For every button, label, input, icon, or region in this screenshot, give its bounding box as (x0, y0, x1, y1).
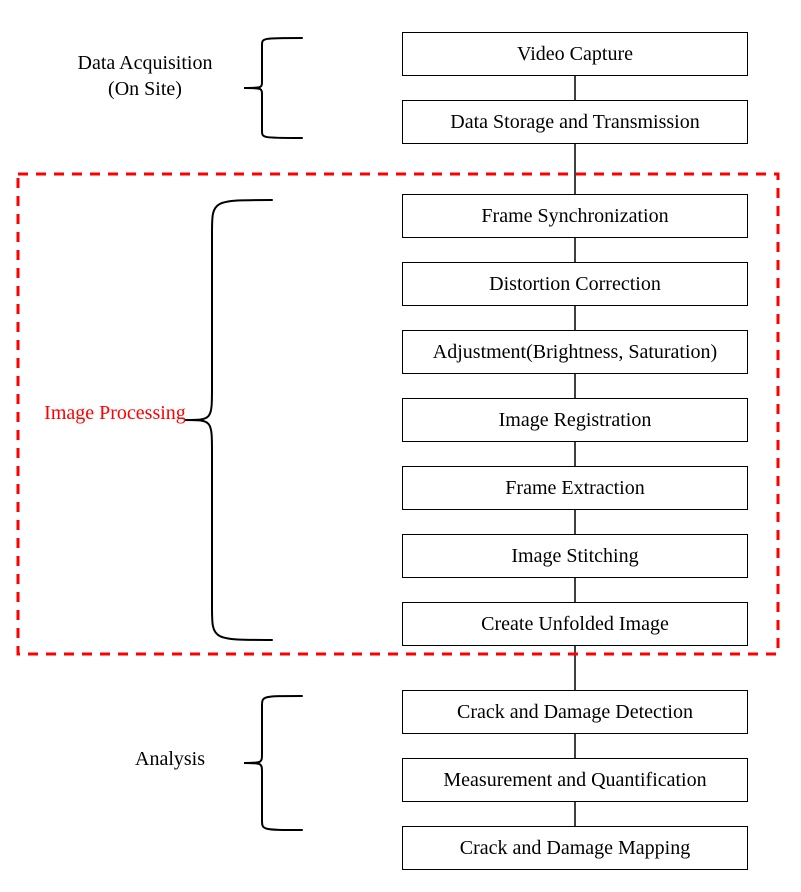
box-label: Image Stitching (511, 545, 638, 568)
box-stitching: Image Stitching (402, 534, 748, 578)
box-label: Data Storage and Transmission (450, 111, 699, 134)
label-line: Analysis (135, 748, 205, 770)
section-label-analysis: Analysis (120, 746, 220, 772)
box-label: Video Capture (517, 43, 633, 66)
box-label: Frame Synchronization (481, 205, 668, 228)
box-unfolded: Create Unfolded Image (402, 602, 748, 646)
box-distortion: Distortion Correction (402, 262, 748, 306)
brace-analysis (244, 696, 302, 830)
box-frame_sync: Frame Synchronization (402, 194, 748, 238)
box-label: Measurement and Quantification (443, 769, 706, 792)
box-detection: Crack and Damage Detection (402, 690, 748, 734)
box-measurement: Measurement and Quantification (402, 758, 748, 802)
box-data_storage: Data Storage and Transmission (402, 100, 748, 144)
box-video_capture: Video Capture (402, 32, 748, 76)
brace-data-acquisition (244, 38, 302, 138)
box-label: Image Registration (499, 409, 652, 432)
label-line: Image Processing (44, 402, 186, 424)
box-registration: Image Registration (402, 398, 748, 442)
section-label-image-processing: Image Processing (30, 400, 200, 426)
box-extraction: Frame Extraction (402, 466, 748, 510)
box-label: Create Unfolded Image (481, 613, 669, 636)
box-label: Crack and Damage Detection (457, 701, 693, 724)
label-line: Data Acquisition (78, 52, 213, 74)
box-adjustment: Adjustment(Brightness, Saturation) (402, 330, 748, 374)
label-line: (On Site) (108, 78, 182, 100)
box-label: Adjustment(Brightness, Saturation) (433, 341, 717, 364)
box-mapping: Crack and Damage Mapping (402, 826, 748, 870)
box-label: Crack and Damage Mapping (460, 837, 690, 860)
box-label: Distortion Correction (489, 273, 661, 296)
box-label: Frame Extraction (505, 477, 644, 500)
section-label-data-acquisition: Data Acquisition (On Site) (60, 50, 230, 102)
